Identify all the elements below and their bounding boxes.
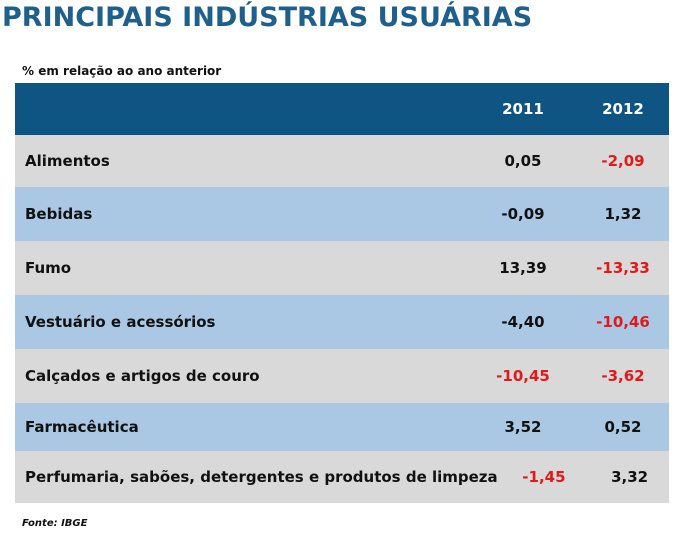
table-row: Bebidas -0,09 1,32 (15, 187, 669, 241)
row-label: Perfumaria, sabões, detergentes e produt… (25, 468, 498, 486)
value-2012: -13,33 (596, 259, 650, 277)
value-2012: -3,62 (601, 367, 645, 385)
value-2012: -10,46 (596, 313, 650, 331)
table-row: Perfumaria, sabões, detergentes e produt… (15, 451, 669, 503)
header-2012: 2012 (602, 100, 644, 118)
source-note: Fonte: IBGE (22, 518, 88, 529)
table-body: Alimentos 0,05 -2,09 Bebidas -0,09 1,32 Fumo 13… (15, 135, 669, 503)
row-label: Calçados e artigos de couro (25, 367, 260, 385)
table-row: Fumo 13,39 -13,33 (15, 241, 669, 295)
value-2011: -1,45 (522, 468, 566, 486)
value-2012: 1,32 (604, 205, 642, 223)
table-row: Calçados e artigos de couro -10,45 -3,62 (15, 349, 669, 403)
row-label: Bebidas (25, 205, 93, 223)
value-2011: 13,39 (499, 259, 547, 277)
value-2012: 0,52 (604, 418, 642, 436)
value-2012: -2,09 (601, 152, 645, 170)
value-2011: 3,52 (504, 418, 542, 436)
chart-title: PRINCIPAIS INDÚSTRIAS USUÁRIAS (2, 2, 533, 33)
row-label: Vestuário e acessórios (25, 313, 216, 331)
value-2011: -10,45 (496, 367, 550, 385)
row-label: Farmacêutica (25, 418, 139, 436)
table-row: Alimentos 0,05 -2,09 (15, 135, 669, 187)
table-header: 2011 2012 (15, 83, 669, 135)
value-2011: -0,09 (501, 205, 545, 223)
chart-subtitle: % em relação ao ano anterior (22, 64, 222, 78)
value-2011: -4,40 (501, 313, 545, 331)
row-label: Fumo (25, 259, 72, 277)
value-2012: 3,32 (611, 468, 649, 486)
header-2011: 2011 (502, 100, 544, 118)
row-label: Alimentos (25, 152, 110, 170)
value-2011: 0,05 (504, 152, 542, 170)
data-table: 2011 2012 Alimentos 0,05 -2,09 Bebidas -0,09… (15, 83, 669, 503)
table-row: Vestuário e acessórios -4,40 -10,46 (15, 295, 669, 349)
table-row: Farmacêutica 3,52 0,52 (15, 403, 669, 451)
